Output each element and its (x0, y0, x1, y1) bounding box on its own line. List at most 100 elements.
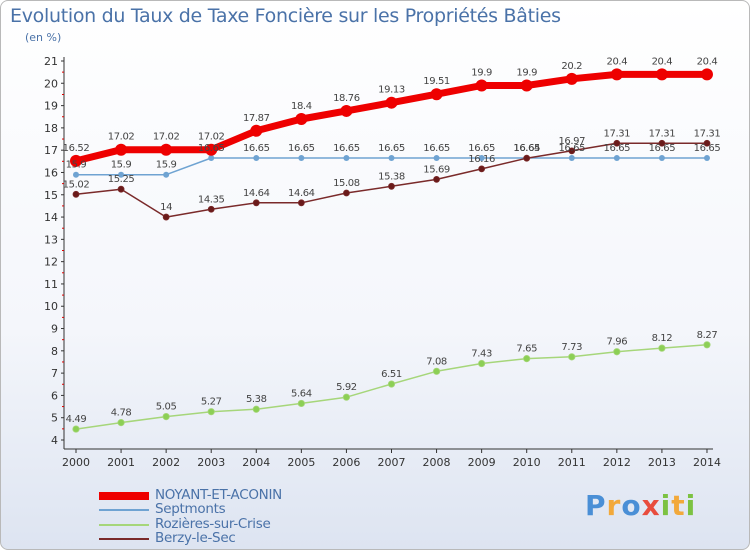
data-point-rozieres-sur-crise (432, 367, 441, 375)
data-label-rozieres-sur-crise: 7.96 (607, 337, 628, 348)
data-point-berzy-le-sec (478, 165, 486, 173)
y-tick-label: 9 (51, 323, 58, 336)
data-label-septmonts: 16.65 (423, 143, 450, 154)
data-label-rozieres-sur-crise: 6.51 (381, 369, 402, 380)
data-point-septmonts (703, 154, 710, 161)
x-tick-label: 2002 (152, 456, 180, 469)
data-point-rozieres-sur-crise (387, 380, 396, 388)
data-label-berzy-le-sec: 16.64 (513, 143, 540, 154)
data-label-septmonts: 15.9 (111, 160, 132, 171)
data-point-berzy-le-sec (658, 139, 666, 147)
data-point-berzy-le-sec (703, 139, 711, 147)
data-label-noyant-et-aconin: 20.4 (697, 56, 718, 67)
x-tick-label: 2013 (648, 456, 676, 469)
data-point-rozieres-sur-crise (72, 425, 80, 433)
data-point-septmonts (433, 154, 440, 161)
x-tick-label: 2009 (468, 456, 496, 469)
data-label-noyant-et-aconin: 17.02 (153, 132, 180, 143)
data-label-septmonts: 16.65 (513, 143, 540, 154)
data-label-septmonts: 16.65 (468, 143, 495, 154)
data-label-rozieres-sur-crise: 5.27 (201, 397, 222, 408)
y-tick-label: 7 (51, 367, 58, 380)
data-label-berzy-le-sec: 15.69 (423, 164, 450, 175)
data-label-rozieres-sur-crise: 4.49 (66, 414, 87, 425)
x-tick-label: 2004 (242, 456, 270, 469)
data-label-noyant-et-aconin: 20.4 (652, 56, 673, 67)
y-tick-label: 8 (51, 345, 58, 358)
data-point-noyant-et-aconin (160, 143, 173, 156)
data-label-noyant-et-aconin: 16.52 (63, 143, 90, 154)
data-label-rozieres-sur-crise: 7.73 (561, 342, 582, 353)
data-point-rozieres-sur-crise (658, 344, 666, 352)
data-point-septmonts (388, 154, 395, 161)
data-label-rozieres-sur-crise: 8.27 (697, 330, 718, 341)
data-point-noyant-et-aconin (700, 68, 713, 81)
y-tick-label: 4 (51, 434, 58, 447)
data-point-rozieres-sur-crise (162, 412, 170, 421)
x-tick-label: 2000 (62, 456, 90, 469)
data-point-berzy-le-sec (252, 199, 260, 207)
y-tick-label: 10 (44, 300, 58, 313)
data-label-septmonts: 16.65 (649, 143, 676, 154)
chart-title: Evolution du Taux de Taxe Foncière sur l… (10, 5, 561, 27)
data-point-rozieres-sur-crise (297, 399, 305, 408)
data-point-rozieres-sur-crise (252, 405, 260, 413)
data-label-berzy-le-sec: 15.02 (63, 179, 90, 190)
data-label-rozieres-sur-crise: 5.38 (246, 394, 267, 405)
x-tick-label: 2011 (558, 456, 586, 469)
data-label-noyant-et-aconin: 19.13 (378, 85, 405, 96)
data-label-rozieres-sur-crise: 7.43 (471, 349, 492, 360)
data-point-rozieres-sur-crise (342, 393, 351, 401)
data-label-noyant-et-aconin: 18.76 (333, 93, 360, 104)
data-point-berzy-le-sec (523, 154, 531, 162)
y-tick-label: 5 (51, 412, 58, 425)
data-label-noyant-et-aconin: 18.4 (291, 101, 312, 112)
data-point-septmonts (73, 171, 79, 178)
data-label-berzy-le-sec: 17.31 (694, 128, 721, 139)
chart-subtitle: (en %) (25, 31, 62, 44)
x-tick-label: 2008 (423, 456, 451, 469)
x-tick-label: 2014 (693, 456, 721, 469)
legend-swatch-berzy-le-sec (99, 538, 149, 540)
data-point-noyant-et-aconin (115, 143, 128, 156)
data-point-rozieres-sur-crise (523, 355, 531, 363)
data-label-septmonts: 16.65 (378, 143, 405, 154)
data-label-septmonts: 16.65 (558, 143, 585, 154)
data-label-berzy-le-sec: 14.35 (198, 194, 225, 205)
data-label-berzy-le-sec: 14.64 (243, 188, 270, 199)
x-tick-label: 2012 (603, 456, 631, 469)
data-point-berzy-le-sec (72, 190, 80, 198)
data-label-noyant-et-aconin: 20.4 (607, 56, 628, 67)
data-point-septmonts (208, 154, 215, 161)
data-point-berzy-le-sec (433, 175, 440, 183)
data-label-berzy-le-sec: 15.38 (378, 171, 405, 182)
data-point-berzy-le-sec (207, 205, 215, 213)
data-label-berzy-le-sec: 17.31 (649, 128, 676, 139)
data-point-septmonts (568, 154, 575, 161)
data-point-septmonts (253, 154, 260, 161)
data-point-septmonts (658, 154, 665, 161)
x-tick-label: 2007 (377, 456, 405, 469)
data-point-noyant-et-aconin (250, 124, 263, 137)
data-label-noyant-et-aconin: 19.9 (471, 68, 492, 79)
data-point-noyant-et-aconin (475, 79, 488, 92)
legend-swatch-septmonts (99, 509, 149, 511)
data-label-septmonts: 16.65 (694, 143, 721, 154)
data-point-berzy-le-sec (613, 139, 621, 147)
y-tick-label: 15 (44, 189, 58, 202)
data-point-septmonts (118, 171, 125, 178)
legend-label-rozieres-sur-crise: Rozières-sur-Crise (155, 516, 271, 532)
data-point-rozieres-sur-crise (117, 419, 125, 427)
y-tick-label: 19 (44, 100, 58, 113)
data-label-rozieres-sur-crise: 4.78 (111, 408, 132, 419)
data-label-septmonts: 16.65 (288, 143, 315, 154)
data-label-berzy-le-sec: 15.25 (108, 174, 135, 185)
data-point-septmonts (163, 171, 170, 178)
y-tick-label: 14 (44, 211, 58, 224)
data-label-noyant-et-aconin: 17.02 (108, 132, 135, 143)
data-label-septmonts: 16.65 (604, 143, 631, 154)
data-point-septmonts (478, 154, 485, 161)
data-point-noyant-et-aconin (385, 96, 398, 109)
data-point-rozieres-sur-crise (568, 353, 576, 361)
